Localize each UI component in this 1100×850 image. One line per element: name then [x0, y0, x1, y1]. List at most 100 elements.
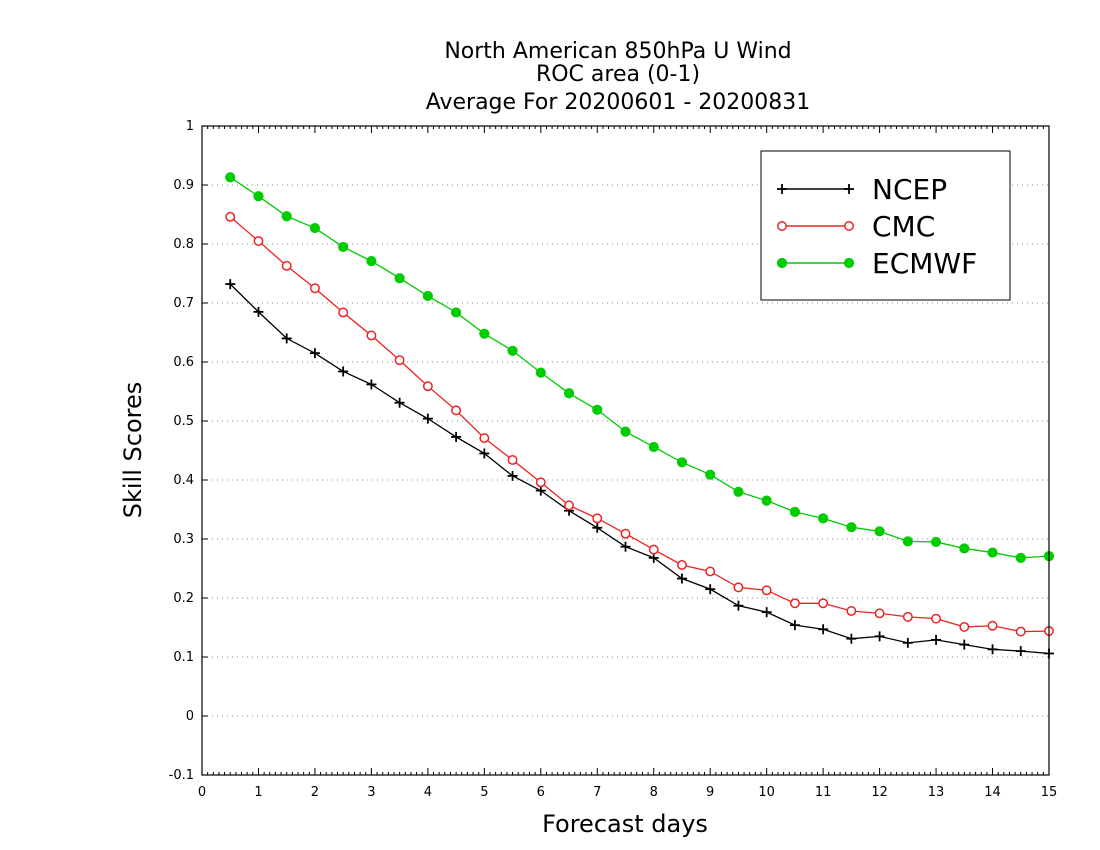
x-tick-label: 2 — [311, 785, 319, 800]
data-point-ecmwf — [789, 506, 801, 517]
data-point-cmc — [959, 621, 970, 632]
data-point-ecmwf — [846, 522, 857, 533]
x-tick-label: 3 — [367, 785, 375, 800]
data-point-cmc — [338, 307, 349, 318]
data-point-ncep — [733, 600, 744, 611]
legend-label-cmc: CMC — [872, 210, 935, 243]
legend-marker-ncep — [777, 184, 787, 194]
x-tick-label: 9 — [706, 785, 714, 800]
data-point-cmc — [366, 330, 377, 341]
y-tick-label: 0.6 — [173, 355, 194, 370]
data-point-ecmwf — [338, 241, 349, 253]
data-point-ncep — [931, 634, 942, 645]
data-point-cmc — [846, 606, 857, 616]
data-point-ecmwf — [507, 345, 518, 356]
legend-marker-cmc — [844, 221, 854, 231]
data-point-ncep — [253, 306, 264, 317]
x-tick-label: 8 — [650, 785, 658, 800]
legend-label-ncep: NCEP — [872, 173, 947, 206]
data-point-cmc — [874, 608, 885, 619]
y-tick-label: 0.8 — [173, 237, 194, 252]
data-point-ncep — [902, 637, 913, 648]
y-tick-label: 0.3 — [173, 532, 194, 547]
data-point-ecmwf — [479, 328, 490, 339]
data-point-cmc — [648, 544, 659, 555]
data-point-ecmwf — [705, 469, 716, 480]
data-point-cmc — [902, 611, 913, 622]
data-point-cmc — [309, 283, 320, 294]
data-point-ecmwf — [930, 536, 942, 548]
title-line-2: ROC area (0-1) — [536, 62, 700, 87]
data-point-ecmwf — [818, 513, 829, 524]
data-point-ecmwf — [648, 441, 659, 453]
x-tick-label: 0 — [198, 785, 206, 800]
data-point-cmc — [620, 528, 631, 539]
data-point-cmc — [422, 381, 433, 392]
data-point-cmc — [931, 613, 942, 624]
data-point-ecmwf — [394, 273, 405, 284]
data-point-ecmwf — [563, 388, 575, 399]
x-tick-label: 6 — [537, 785, 545, 800]
data-point-ncep — [225, 279, 236, 290]
data-point-cmc — [789, 598, 800, 609]
y-tick-label: 0.1 — [173, 650, 194, 665]
y-tick-label: -0.1 — [169, 768, 194, 783]
data-point-ncep — [309, 348, 320, 359]
chart-title: North American 850hPa U Wind ROC area (0… — [426, 39, 811, 115]
data-point-ecmwf — [535, 367, 546, 378]
y-tick-label: 0.9 — [173, 178, 194, 193]
series-ecmwf — [225, 172, 1055, 563]
legend-entry-ncep: NCEP — [777, 173, 947, 206]
legend: NCEP CMC ECMWF — [760, 150, 1011, 301]
x-tick-label: 1 — [254, 785, 262, 800]
data-point-cmc — [394, 355, 405, 366]
y-tick-label: 0.2 — [173, 591, 194, 606]
title-line-3: Average For 20200601 - 20200831 — [426, 90, 811, 115]
y-tick-label: 0.4 — [173, 473, 194, 488]
data-point-ecmwf — [987, 547, 998, 558]
data-point-ncep — [479, 448, 490, 459]
data-point-cmc — [535, 477, 546, 488]
series-cmc — [225, 211, 1054, 637]
data-point-ncep — [592, 522, 603, 533]
x-tick-label: 11 — [815, 785, 832, 800]
x-tick-label: 10 — [758, 785, 775, 800]
data-point-cmc — [677, 560, 687, 570]
data-point-ecmwf — [281, 211, 292, 222]
data-point-cmc — [507, 454, 518, 465]
data-point-ecmwf — [676, 457, 688, 468]
data-point-ncep — [394, 397, 405, 408]
data-series — [225, 172, 1055, 659]
data-point-ncep — [620, 541, 631, 552]
data-point-ecmwf — [451, 307, 462, 318]
data-point-ecmwf — [902, 536, 913, 547]
data-point-ncep — [507, 470, 518, 481]
data-point-cmc — [761, 585, 772, 596]
data-point-ecmwf — [1015, 552, 1026, 563]
data-point-cmc — [987, 620, 998, 631]
legend-marker-ecmwf — [776, 257, 788, 269]
legend-entry-cmc: CMC — [777, 210, 935, 243]
plot-frame — [201, 125, 1050, 776]
data-point-ncep — [959, 639, 970, 650]
data-point-ecmwf — [309, 222, 321, 234]
x-tick-label: 13 — [928, 785, 945, 800]
legend-marker-cmc — [777, 221, 787, 231]
data-point-cmc — [564, 500, 574, 511]
data-point-cmc — [479, 433, 490, 444]
legend-label-ecmwf: ECMWF — [872, 247, 977, 280]
data-point-cmc — [281, 260, 292, 271]
y-tick-label: 1 — [186, 119, 194, 134]
data-point-ncep — [281, 333, 292, 344]
data-point-ecmwf — [874, 526, 885, 537]
legend-marker-ecmwf — [843, 257, 855, 269]
data-point-ncep — [874, 631, 885, 642]
data-point-ncep — [338, 366, 349, 377]
data-point-ecmwf — [592, 404, 603, 415]
data-point-cmc — [253, 236, 264, 247]
data-point-ncep — [366, 379, 377, 390]
series-ncep — [225, 279, 1054, 659]
x-tick-label: 14 — [984, 785, 1001, 800]
